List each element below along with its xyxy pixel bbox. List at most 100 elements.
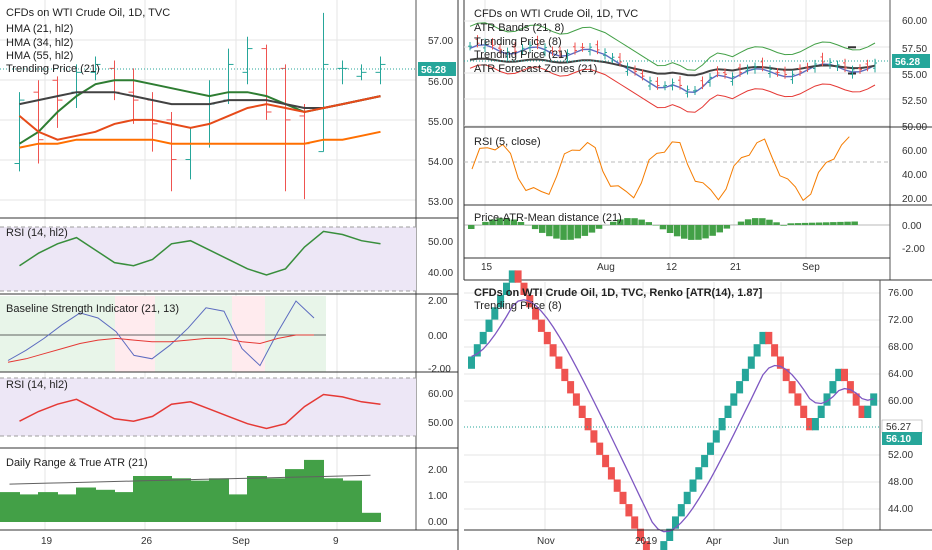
left-chart-title: CFDs on WTI Crude Oil, 1D, TVC [6,7,170,19]
atr-bar [19,494,39,522]
atr-bar [133,476,153,522]
pam-bar [560,225,567,240]
left-price-tick: 55.00 [428,117,453,128]
left-legend-hma21: HMA (21, hl2) [6,23,73,35]
atr-band-upper [469,22,876,71]
renko-time-axis[interactable]: Nov 2019 Apr Jun Sep [464,529,932,547]
left-legend-hma34: HMA (34, hl2) [6,37,73,49]
renko-brick [473,344,481,357]
right-top-chart: CFDs on WTI Crude Oil, 1D, TVC ATR Bands… [463,0,932,280]
bsi-background-zones [0,296,326,372]
rt-price-tick: 57.50 [902,44,927,55]
atr-bar [266,478,286,522]
renko-brick [532,307,540,320]
pam-bar [517,222,525,225]
bsi-zone [0,296,115,372]
bsi-tick: 0.00 [428,331,448,342]
pam-bar [815,222,823,225]
pam-bar [737,221,745,225]
rt-time-tick: 21 [730,262,742,273]
renko-brick [736,381,744,394]
pam-bar [610,221,617,225]
pam-bar [673,225,681,237]
left-main-pane: CFDs on WTI Crude Oil, 1D, TVC HMA (21, … [0,0,416,530]
atr-bar [0,492,20,522]
pam-bar [574,225,581,239]
renko-legend: Trending Price (8) [474,300,562,312]
renko-price-axis[interactable]: 76.00 72.00 68.00 64.00 60.00 52.00 48.0… [879,280,923,530]
atr-bar [209,478,229,522]
left-price-tick: 57.00 [428,36,453,47]
pam-bar [631,218,638,225]
renko-brick [730,393,738,406]
renko-brick [800,405,808,418]
atr-bar [247,476,267,522]
atr-line [9,474,371,485]
pam-bar [617,219,624,225]
renko-brick [782,368,790,382]
renko-brick [479,331,487,345]
renko-brick [672,516,679,529]
rsi-tick: 50.00 [428,237,453,248]
renko-brick [619,491,627,505]
rt-time-axis[interactable]: 15 Aug 12 21 Sep [464,257,890,273]
bsi-zone [232,296,265,372]
renko-brick [549,344,557,357]
renko-brick [631,516,639,529]
rsi-tick: 40.00 [428,268,453,279]
renko-brick [613,479,621,492]
renko-brick [503,282,510,295]
renko-last-price-tag [882,432,922,445]
rt-price-axis[interactable]: 60.00 57.50 55.00 52.50 50.00 56.28 [889,0,930,280]
bsi-tick: 2.00 [428,296,448,307]
renko-brick [520,282,528,295]
renko-price-tick: 48.00 [888,477,913,488]
atr-tick: 2.00 [428,465,448,476]
rt-rsi-label: RSI (5, close) [474,136,541,148]
renko-time-tick: Nov [537,536,555,547]
rt-price-tick: 52.50 [902,96,927,107]
renko-brick [468,356,475,369]
renko-brick [567,381,575,394]
renko-brick [625,504,633,517]
rt-rsi-tick: 20.00 [902,194,927,205]
renko-brick [607,467,615,480]
renko-brick [817,405,825,418]
rt-legend-forecast: ATR Forecast Zones (21) [474,63,597,75]
left-price-axis[interactable]: 57.00 56.00 55.00 54.00 53.00 56.28 [415,0,456,530]
rt-legend-trend8: Trending Price (8) [474,36,562,48]
pam-bar [681,225,688,239]
left-time-axis[interactable]: 19 26 Sep 9 [0,529,458,547]
left-atr-label: Daily Range & True ATR (21) [6,457,148,469]
pam-bar [830,222,837,225]
renko-brick [829,381,837,394]
renko-price-tick: 76.00 [888,288,913,299]
bsi-zone [115,296,155,372]
renko-price-tick: 52.00 [888,450,913,461]
renko-brick [590,430,598,443]
renko-brick [572,393,580,406]
bsi-zone [265,296,326,372]
renko-brick [771,344,779,357]
renko-brick [508,270,516,283]
rt-time-tick: Aug [597,262,615,273]
renko-brick [765,331,773,345]
pam-bar [510,219,518,225]
renko-trend-line [471,299,874,533]
pam-bar [666,225,674,233]
atr-bar [57,494,77,522]
renko-brick [683,491,691,505]
atr-bar [190,480,210,522]
renko-brick [543,331,551,345]
pam-bar [595,225,603,229]
left-rsi-pane: RSI (14, hl2) 50.00 40.00 [0,217,458,292]
renko-brick [753,344,761,357]
renko-brick [718,418,726,431]
time-tick: Sep [232,536,250,547]
renko-brick [497,295,505,308]
atr-bar [285,469,305,522]
pam-bar [553,225,560,239]
renko-brick [794,393,802,406]
atr-bar [95,489,115,522]
